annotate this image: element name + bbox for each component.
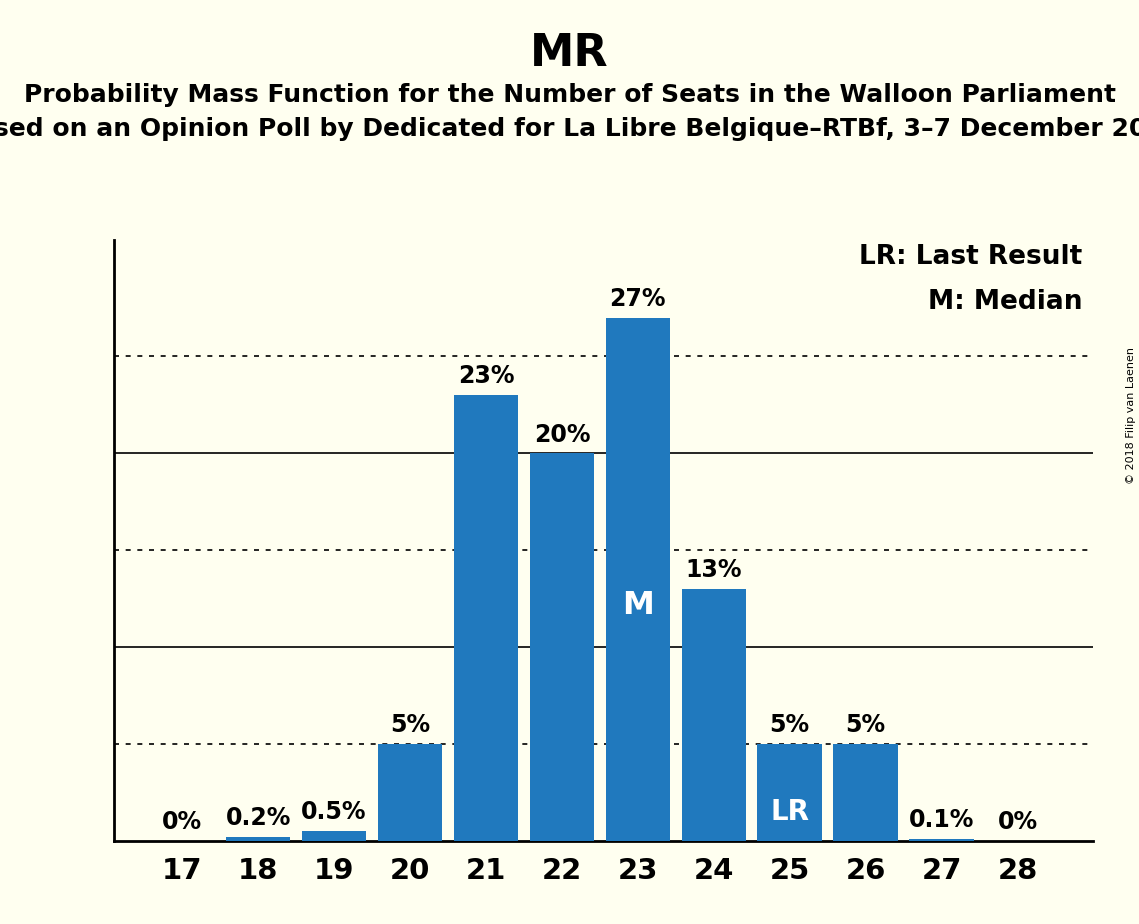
Text: 5%: 5% [845, 713, 886, 737]
Text: M: M [622, 590, 654, 621]
Text: MR: MR [530, 32, 609, 76]
Bar [681, 589, 746, 841]
Bar [453, 395, 518, 841]
Text: 23%: 23% [458, 364, 514, 388]
Text: 0.1%: 0.1% [909, 808, 974, 833]
Bar [606, 318, 670, 841]
Text: LR: Last Result: LR: Last Result [859, 244, 1082, 270]
Text: 0%: 0% [162, 810, 203, 834]
Text: 20%: 20% [534, 422, 590, 446]
Bar [909, 839, 974, 841]
Bar [834, 744, 898, 841]
Text: M: Median: M: Median [927, 288, 1082, 315]
Text: 5%: 5% [770, 713, 810, 737]
Text: 0.2%: 0.2% [226, 806, 290, 830]
Text: © 2018 Filip van Laenen: © 2018 Filip van Laenen [1126, 347, 1136, 484]
Text: 13%: 13% [686, 558, 741, 582]
Bar [530, 454, 595, 841]
Bar [757, 744, 822, 841]
Bar [378, 744, 442, 841]
Text: Probability Mass Function for the Number of Seats in the Walloon Parliament: Probability Mass Function for the Number… [24, 83, 1115, 107]
Text: 27%: 27% [609, 287, 666, 311]
Text: LR: LR [770, 797, 809, 826]
Text: 0.5%: 0.5% [302, 800, 367, 824]
Bar [302, 832, 367, 841]
Text: 5%: 5% [390, 713, 431, 737]
Bar [226, 837, 290, 841]
Text: Based on an Opinion Poll by Dedicated for La Libre Belgique–RTBf, 3–7 December 2: Based on an Opinion Poll by Dedicated fo… [0, 117, 1139, 141]
Text: 0%: 0% [998, 810, 1038, 834]
